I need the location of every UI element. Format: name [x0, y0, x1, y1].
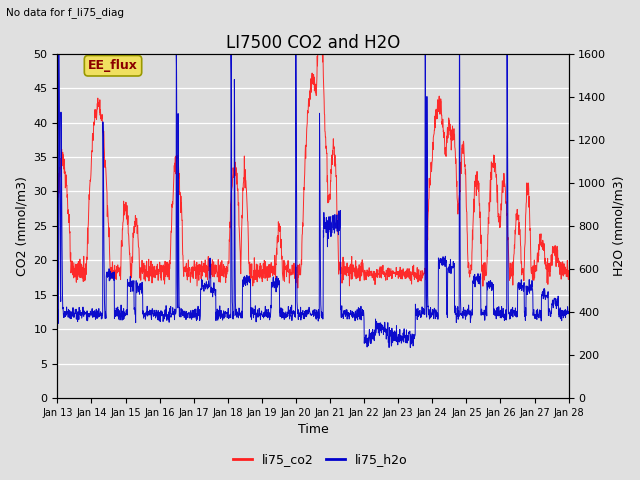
Y-axis label: H2O (mmol/m3): H2O (mmol/m3) — [612, 176, 625, 276]
Text: EE_flux: EE_flux — [88, 59, 138, 72]
X-axis label: Time: Time — [298, 423, 328, 436]
Legend: li75_co2, li75_h2o: li75_co2, li75_h2o — [228, 448, 412, 471]
Title: LI7500 CO2 and H2O: LI7500 CO2 and H2O — [226, 34, 400, 52]
Y-axis label: CO2 (mmol/m3): CO2 (mmol/m3) — [15, 176, 28, 276]
Text: No data for f_li75_diag: No data for f_li75_diag — [6, 7, 124, 18]
